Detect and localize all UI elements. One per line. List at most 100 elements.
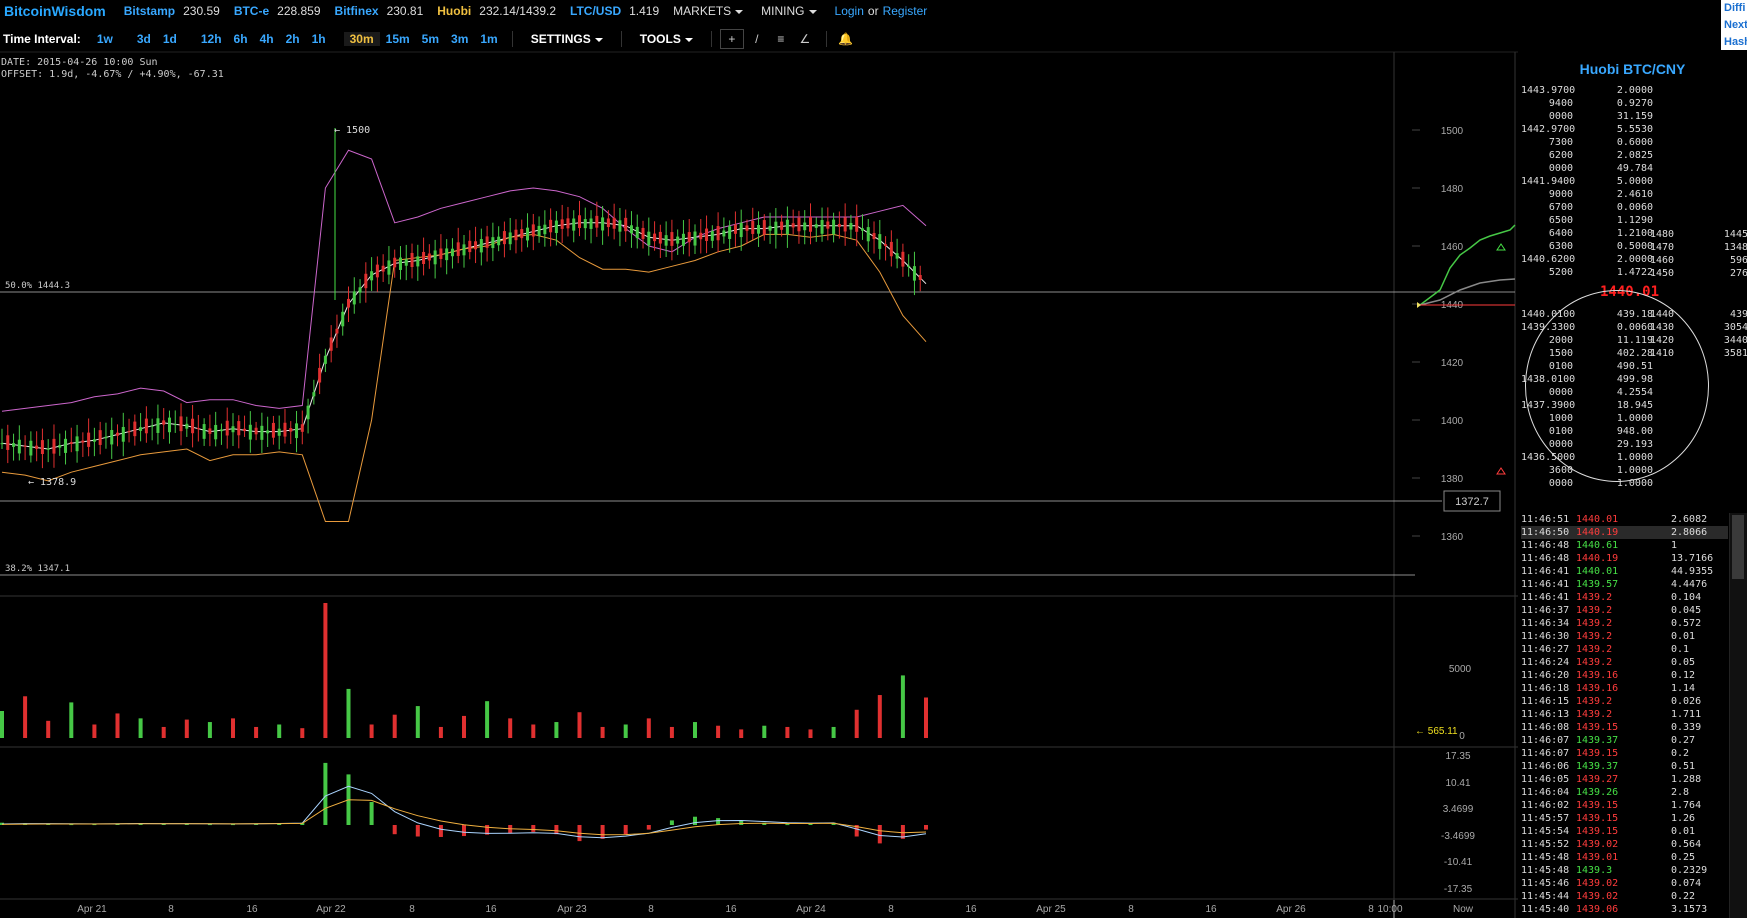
trade-row[interactable]: 11:46:15 1439.2 0.026 (1521, 695, 1728, 708)
candle-body (266, 430, 270, 434)
brand-logo[interactable]: BitcoinWisdom (4, 3, 106, 19)
interval-1d[interactable]: 1d (162, 32, 177, 46)
ask-row[interactable]: 1441.9400 5.0000 (1521, 175, 1653, 188)
ask-row[interactable]: 9000 2.4610 (1521, 188, 1653, 201)
trade-row[interactable]: 11:46:13 1439.2 1.711 (1521, 708, 1728, 721)
market-bitstamp[interactable]: Bitstamp 230.59 (124, 4, 220, 18)
trade-row[interactable]: 11:46:48 1440.19 13.7166 (1521, 552, 1728, 565)
candle-body (537, 225, 541, 236)
register-link[interactable]: Register (882, 4, 928, 18)
candle-body (375, 264, 379, 278)
ask-row[interactable]: 6400 1.2100 (1521, 227, 1653, 240)
ask-sum-row: 1450 276 (1650, 267, 1747, 280)
trade-row[interactable]: 11:46:24 1439.2 0.05 (1521, 656, 1728, 669)
ask-row[interactable]: 6700 0.0060 (1521, 201, 1653, 214)
settings-menu[interactable]: SETTINGS (531, 32, 603, 46)
trade-row[interactable]: 11:46:02 1439.15 1.764 (1521, 799, 1728, 812)
trade-row[interactable]: 11:46:04 1439.26 2.8 (1521, 786, 1728, 799)
trade-row[interactable]: 11:45:44 1439.02 0.22 (1521, 890, 1728, 903)
horizontal-lines-tool-icon[interactable]: ≡ (777, 32, 785, 46)
ask-row[interactable]: 0000 31.159 (1521, 110, 1653, 123)
market-ltc-usd[interactable]: LTC/USD 1.419 (570, 4, 659, 18)
trade-row[interactable]: 11:46:51 1440.01 2.6082 (1521, 513, 1728, 526)
trade-row[interactable]: 11:45:46 1439.02 0.074 (1521, 877, 1728, 890)
mining-menu[interactable]: MINING (761, 4, 817, 18)
trade-row[interactable]: 11:45:57 1439.15 1.26 (1521, 812, 1728, 825)
scrollbar-thumb[interactable] (1732, 515, 1744, 579)
interval-4h[interactable]: 4h (259, 32, 274, 46)
interval-6h[interactable]: 6h (233, 32, 248, 46)
trade-row[interactable]: 11:46:27 1439.2 0.1 (1521, 643, 1728, 656)
trade-row[interactable]: 11:46:06 1439.37 0.51 (1521, 760, 1728, 773)
ask-row[interactable]: 7300 0.6000 (1521, 136, 1653, 149)
trade-row[interactable]: 11:46:48 1440.61 1 (1521, 539, 1728, 552)
x-axis-label: 16 (965, 904, 977, 915)
price-axis-label: 1500 (1441, 126, 1464, 137)
macd-bar (207, 824, 212, 826)
candle-body (381, 265, 385, 272)
trade-price: 1439.02 (1576, 891, 1619, 902)
interval-30m[interactable]: 30m (343, 32, 380, 46)
trade-row[interactable]: 11:45:52 1439.02 0.564 (1521, 838, 1728, 851)
ask-row[interactable]: 6500 1.1290 (1521, 214, 1653, 227)
bell-icon[interactable]: 🔔 (838, 32, 854, 46)
fibonacci-tool-icon[interactable]: ∠ (799, 32, 811, 46)
trade-row[interactable]: 11:46:41 1439.57 4.4476 (1521, 578, 1728, 591)
trade-row[interactable]: 11:45:54 1439.15 0.01 (1521, 825, 1728, 838)
bid-row[interactable]: 0000 1.0000 (1521, 477, 1653, 490)
ask-row[interactable]: 9400 0.9270 (1521, 97, 1653, 110)
interval-5m[interactable]: 5m (421, 32, 440, 46)
ask-amount: 0.6000 (1616, 137, 1653, 148)
ask-row[interactable]: 5200 1.4722 (1521, 266, 1653, 279)
trade-row[interactable]: 11:45:48 1439.3 0.2329 (1521, 864, 1728, 877)
trade-row[interactable]: 11:46:34 1439.2 0.572 (1521, 617, 1728, 630)
ask-price: 1443.9700 (1521, 85, 1576, 96)
trade-row[interactable]: 11:45:40 1439.06 3.1573 (1521, 903, 1728, 916)
interval-2h[interactable]: 2h (285, 32, 300, 46)
trade-row[interactable]: 11:45:48 1439.01 0.25 (1521, 851, 1728, 864)
trade-row[interactable]: 11:46:07 1439.37 0.27 (1521, 734, 1728, 747)
trade-amount: 0.2 (1671, 748, 1690, 759)
interval-15m[interactable]: 15m (385, 32, 410, 46)
ask-row[interactable]: 6300 0.5000 (1521, 240, 1653, 253)
market-bitfinex[interactable]: Bitfinex 230.81 (335, 4, 424, 18)
bid-price: 1440.0100 (1521, 309, 1576, 320)
interval-1m[interactable]: 1m (480, 32, 498, 46)
trade-row[interactable]: 11:46:37 1439.2 0.045 (1521, 604, 1728, 617)
interval-3d[interactable]: 3d (136, 32, 151, 46)
trade-row[interactable]: 11:46:08 1439.15 0.339 (1521, 721, 1728, 734)
candle-body (347, 298, 350, 308)
candle-body (514, 229, 518, 241)
ask-row[interactable]: 0000 49.784 (1521, 162, 1653, 175)
price-chart[interactable]: 150014801460144014201400138013605000017.… (0, 0, 1518, 918)
interval-12h[interactable]: 12h (200, 32, 222, 46)
candle-body (335, 328, 339, 334)
trades-scrollbar[interactable] (1729, 513, 1747, 918)
trade-row[interactable]: 11:46:18 1439.16 1.14 (1521, 682, 1728, 695)
login-link[interactable]: Login (834, 4, 864, 18)
ask-row[interactable]: 1442.9700 5.5530 (1521, 123, 1653, 136)
trade-row[interactable]: 11:46:20 1439.16 0.12 (1521, 669, 1728, 682)
trade-row[interactable]: 11:46:05 1439.27 1.288 (1521, 773, 1728, 786)
trade-row[interactable]: 11:46:07 1439.15 0.2 (1521, 747, 1728, 760)
market-btc-e[interactable]: BTC-e 228.859 (234, 4, 321, 18)
ask-row[interactable]: 1440.6200 2.0000 (1521, 253, 1653, 266)
trade-row[interactable]: 11:46:41 1440.01 44.9355 (1521, 565, 1728, 578)
trade-row[interactable]: 11:46:41 1439.2 0.104 (1521, 591, 1728, 604)
volume-bar (900, 675, 905, 738)
tools-menu[interactable]: TOOLS (640, 32, 693, 46)
interval-1h[interactable]: 1h (311, 32, 326, 46)
crosshair-tool-icon[interactable]: + (719, 29, 744, 49)
markets-menu[interactable]: MARKETS (673, 4, 744, 18)
market-huobi[interactable]: Huobi 232.14/1439.2 (437, 4, 556, 18)
trade-row[interactable]: 11:46:50 1440.19 2.8066 (1521, 526, 1728, 539)
trade-amount: 0.045 (1671, 605, 1702, 616)
interval-3m[interactable]: 3m (451, 32, 469, 46)
trades-list[interactable]: 11:46:51 1440.01 2.6082 11:46:50 1440.19 2.80… (1521, 513, 1728, 916)
interval-1w[interactable]: 1w (96, 32, 113, 46)
trade-row[interactable]: 11:46:30 1439.2 0.01 (1521, 630, 1728, 643)
trade-price: 1440.61 (1576, 540, 1619, 551)
ask-row[interactable]: 6200 2.0825 (1521, 149, 1653, 162)
line-tool-icon[interactable]: / (755, 32, 759, 46)
ask-row[interactable]: 1443.9700 2.0000 (1521, 84, 1653, 97)
